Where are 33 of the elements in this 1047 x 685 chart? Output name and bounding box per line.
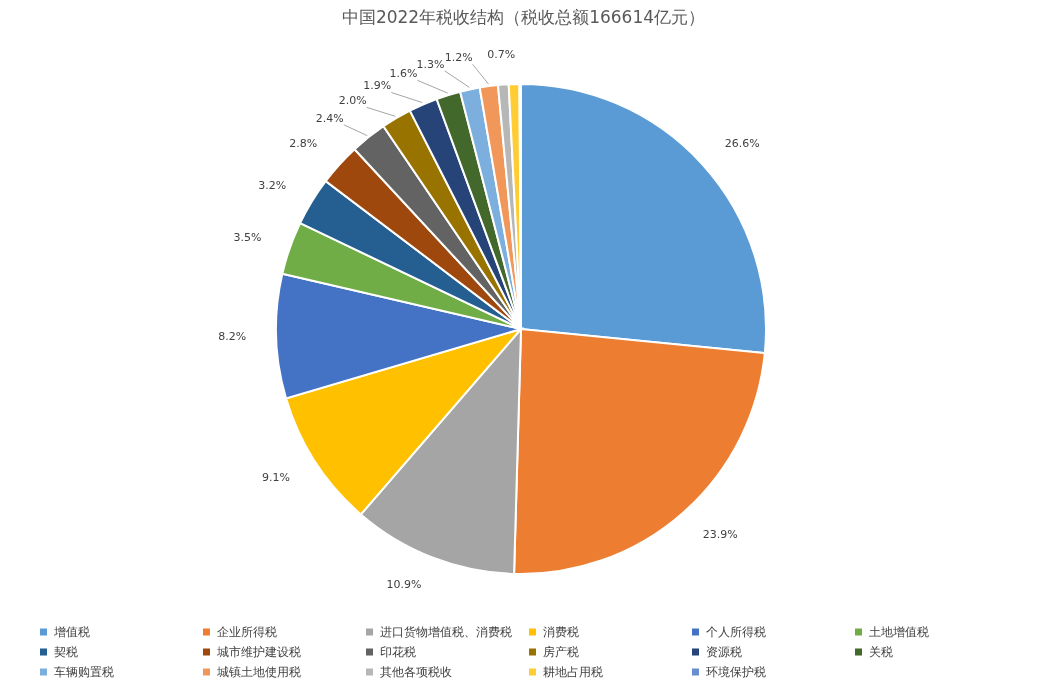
legend-label: 环境保护税 xyxy=(706,664,766,679)
data-label: 3.2% xyxy=(258,178,287,192)
legend-label: 增值税 xyxy=(53,624,90,639)
data-label: 0.7% xyxy=(487,47,516,61)
legend-label: 个人所得税 xyxy=(706,624,766,639)
data-label: 23.9% xyxy=(702,528,738,542)
legend-label: 城市维护建设税 xyxy=(216,644,301,659)
legend-label: 耕地占用税 xyxy=(543,664,603,679)
legend-label: 城镇土地使用税 xyxy=(216,664,301,679)
data-label: 8.2% xyxy=(218,330,247,344)
legend-label: 契税 xyxy=(54,644,78,659)
data-label: 2.8% xyxy=(289,137,318,151)
legend-label: 企业所得税 xyxy=(217,624,277,639)
data-label: 2.0% xyxy=(338,94,367,108)
data-label: 10.9% xyxy=(386,578,422,592)
legend-label: 印花税 xyxy=(380,644,416,659)
legend-label: 其他各项税收 xyxy=(380,664,452,679)
legend-label: 进口货物增值税、消费税 xyxy=(380,624,512,639)
data-label: 1.2% xyxy=(444,51,473,65)
legend-label: 关税 xyxy=(869,644,893,659)
legend-label: 土地增值税 xyxy=(869,624,929,639)
data-label: 1.6% xyxy=(389,67,418,81)
data-label: 9.1% xyxy=(261,471,290,485)
legend-label: 消费税 xyxy=(543,624,579,639)
legend-label: 房产税 xyxy=(543,644,579,659)
data-label: 2.4% xyxy=(315,111,344,125)
data-label: 26.6% xyxy=(724,137,760,151)
legend-label: 车辆购置税 xyxy=(54,664,114,679)
data-label: 1.3% xyxy=(416,57,445,71)
legend-label: 资源税 xyxy=(706,644,742,659)
data-label: 3.5% xyxy=(233,230,262,244)
chart-title: 中国2022年税收结构（税收总额166614亿元） xyxy=(341,7,706,27)
data-label: 1.9% xyxy=(363,79,392,93)
